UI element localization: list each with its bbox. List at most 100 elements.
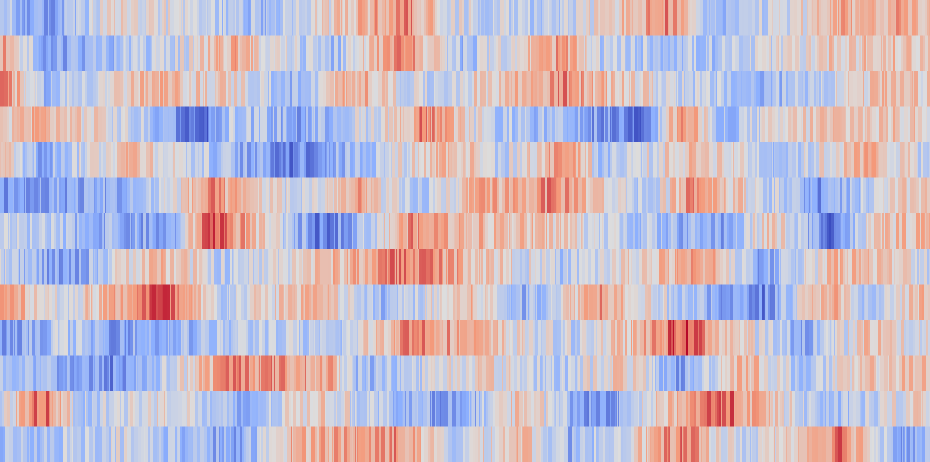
heatmap-cell <box>741 390 744 427</box>
heatmap-cell <box>236 35 239 72</box>
heatmap-cell <box>79 248 82 285</box>
heatmap-cell <box>916 35 921 72</box>
heatmap-cell <box>345 106 350 143</box>
heatmap-cell <box>508 284 510 321</box>
heatmap-cell <box>430 390 432 427</box>
heatmap-cell <box>574 284 576 321</box>
heatmap-cell <box>23 426 28 462</box>
heatmap-cell <box>135 213 138 250</box>
heatmap-cell <box>613 355 618 392</box>
heatmap-cell <box>158 0 161 36</box>
heatmap-cell <box>7 284 11 321</box>
heatmap-cell <box>27 213 31 250</box>
heatmap-cell <box>318 248 321 285</box>
heatmap-cell <box>32 213 37 250</box>
heatmap-cell <box>488 390 491 427</box>
heatmap-cell <box>49 284 53 321</box>
heatmap-cell <box>496 35 499 72</box>
heatmap-cell <box>829 390 831 427</box>
heatmap-cell <box>473 426 476 462</box>
heatmap-cell <box>323 71 326 107</box>
heatmap-cell <box>155 319 160 356</box>
heatmap-cell <box>191 106 195 143</box>
heatmap-cell <box>296 106 298 143</box>
heatmap-cell <box>508 213 510 250</box>
heatmap-cell <box>817 390 821 427</box>
heatmap-cell <box>830 390 835 427</box>
heatmap-cell <box>753 319 756 356</box>
heatmap-cell <box>379 426 382 462</box>
heatmap-cell <box>740 284 744 321</box>
heatmap-cell <box>577 248 580 285</box>
heatmap-cell <box>672 177 677 214</box>
heatmap-cell <box>369 71 373 107</box>
heatmap-cell <box>664 284 668 321</box>
heatmap-cell <box>577 213 581 250</box>
heatmap-cell <box>338 71 343 107</box>
heatmap-cell <box>37 35 39 72</box>
heatmap-cell <box>517 355 521 392</box>
heatmap-cell <box>357 248 360 285</box>
heatmap-cell <box>77 213 80 250</box>
heatmap-cell <box>75 142 78 178</box>
heatmap-cell <box>622 71 625 107</box>
heatmap-cell <box>238 106 243 143</box>
heatmap-cell <box>435 284 438 321</box>
heatmap-cell <box>758 35 763 72</box>
heatmap-cell <box>827 248 832 285</box>
heatmap-cell <box>541 319 543 356</box>
heatmap-cell <box>900 106 902 143</box>
heatmap-cell <box>482 355 487 392</box>
heatmap-cell <box>658 0 663 36</box>
heatmap-cell <box>888 213 891 250</box>
heatmap-cell <box>398 248 400 285</box>
heatmap-cell <box>642 142 644 178</box>
heatmap-cell <box>884 177 888 214</box>
heatmap-cell <box>285 0 289 36</box>
heatmap-cell <box>225 248 228 285</box>
heatmap-cell <box>97 0 101 36</box>
heatmap-cell <box>532 213 534 250</box>
heatmap-cell <box>634 0 639 36</box>
heatmap-cell <box>430 106 432 143</box>
heatmap-cell <box>663 284 665 321</box>
heatmap-cell <box>735 248 740 285</box>
heatmap-cell <box>226 213 228 250</box>
heatmap-cell <box>510 213 513 250</box>
heatmap-cell <box>340 355 343 392</box>
heatmap-cell <box>336 355 338 392</box>
heatmap-cell <box>534 355 538 392</box>
heatmap-cell <box>68 319 71 356</box>
heatmap-cell <box>756 390 760 427</box>
heatmap-cell <box>795 35 800 72</box>
heatmap-cell <box>638 35 642 72</box>
heatmap-cell <box>415 35 420 72</box>
heatmap-cell <box>130 319 134 356</box>
heatmap-cell <box>319 426 322 462</box>
heatmap-cell <box>263 390 267 427</box>
heatmap-cell <box>275 0 277 36</box>
heatmap-cell <box>310 319 314 356</box>
heatmap-cell <box>861 248 863 285</box>
heatmap-cell <box>791 71 796 107</box>
heatmap-cell <box>431 213 435 250</box>
heatmap-cell <box>809 177 811 214</box>
heatmap-cell <box>796 248 799 285</box>
heatmap-cell <box>620 319 624 356</box>
heatmap-cell <box>569 284 571 321</box>
heatmap-cell <box>40 426 43 462</box>
heatmap-cell <box>435 390 437 427</box>
heatmap-cell <box>582 142 586 178</box>
heatmap-cell <box>604 248 608 285</box>
heatmap-cell <box>896 355 900 392</box>
heatmap-cell <box>187 355 189 392</box>
heatmap-cell <box>823 355 827 392</box>
heatmap-cell <box>150 142 154 178</box>
heatmap-cell <box>844 284 847 321</box>
heatmap-cell <box>36 71 38 107</box>
heatmap-cell <box>465 71 469 107</box>
heatmap-cell <box>843 355 848 392</box>
heatmap-cell <box>33 35 38 72</box>
heatmap-cell <box>78 390 82 427</box>
heatmap-cell <box>572 177 575 214</box>
